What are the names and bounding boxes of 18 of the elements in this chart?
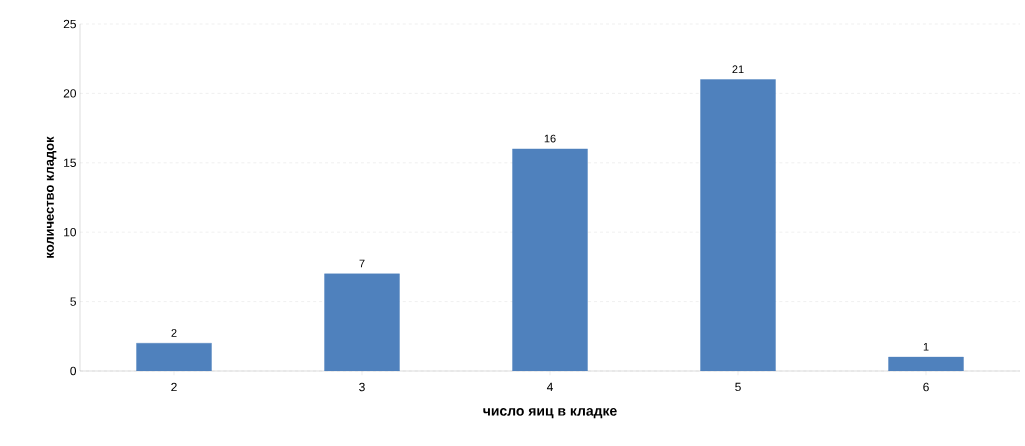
data-label: 21 — [732, 65, 744, 73]
x-tick-label: 3 — [359, 382, 365, 392]
x-axis-title: число яиц в кладке — [483, 408, 617, 419]
data-label: 1 — [923, 343, 929, 351]
y-tick-label: 20 — [63, 89, 77, 98]
data-label: 16 — [544, 134, 556, 143]
x-tick-label: 6 — [923, 382, 929, 392]
data-label: 7 — [359, 259, 365, 268]
y-tick-label: 10 — [64, 227, 77, 237]
y-tick-label: 15 — [64, 158, 76, 167]
y-tick-label: 5 — [70, 297, 76, 306]
y-tick-label: 25 — [63, 19, 76, 29]
x-tick-label: 4 — [546, 382, 553, 391]
x-tick-label: 2 — [171, 382, 177, 392]
x-tick-label: 5 — [735, 382, 741, 392]
y-axis-title: количество кладок — [46, 136, 57, 258]
data-label: 2 — [171, 329, 177, 337]
y-tick-label: 0 — [70, 366, 77, 376]
